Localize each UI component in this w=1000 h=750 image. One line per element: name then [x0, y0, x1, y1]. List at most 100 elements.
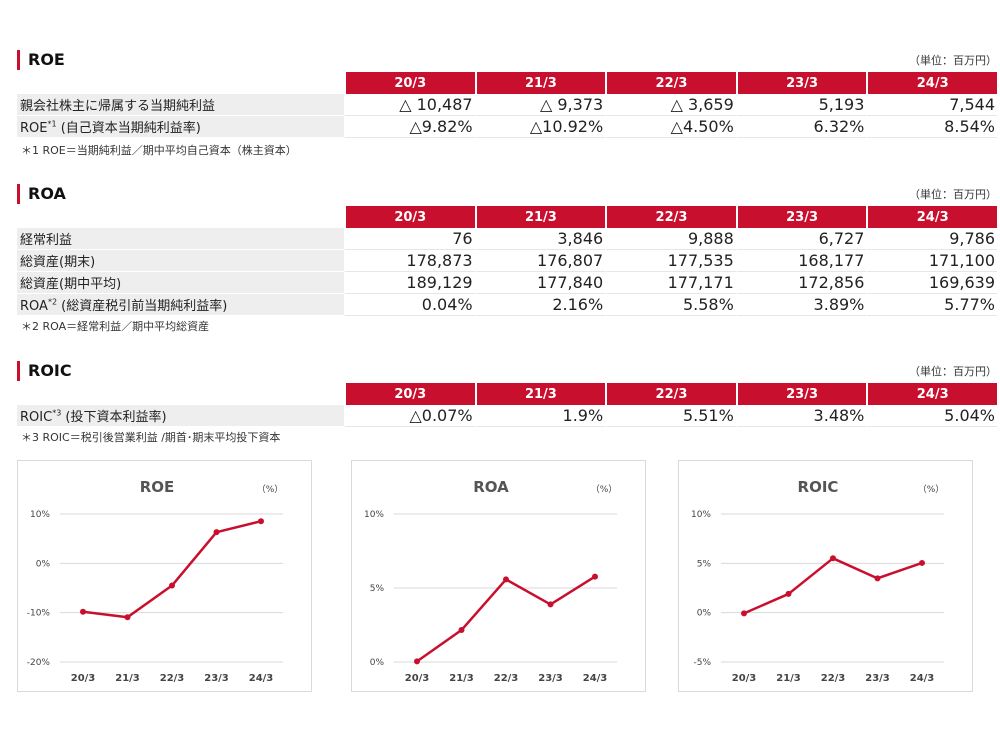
table-cell: 5.51% [605, 405, 736, 427]
row-label-footnote-mark: *3 [52, 408, 62, 418]
table-cell: 9,786 [866, 228, 997, 250]
table-cell: 178,873 [344, 250, 475, 272]
data-point [124, 614, 131, 621]
table-cell: 172,856 [735, 272, 867, 294]
table-row: ROIC*3 (投下資本利益率) △0.07% 1.9% 5.51% 3.48% 5.04… [17, 405, 997, 427]
table-cell: 176,807 [474, 250, 606, 272]
row-label: ROA*2 (総資産税引前当期純利益率) [17, 294, 344, 316]
row-label-text: 総資産(期中平均) [20, 277, 122, 292]
year-header: 22/3 [605, 72, 736, 94]
roic-chart: ROIC （%） 10% 5% 0% -5% 20/3 21/3 22/3 23/3 24/3 [678, 460, 973, 692]
chart-unit-label: （%） [591, 484, 618, 495]
table-cell: 171,100 [866, 250, 997, 272]
year-header: 24/3 [866, 383, 997, 405]
x-tick-label: 21/3 [776, 673, 801, 684]
row-label: 総資産(期末) [17, 250, 344, 272]
chart-title: ROE [140, 478, 175, 496]
roa-section: ROA （単位：百万円） 20/3 21/3 22/3 23/3 24/3 経常利益 76 3… [17, 184, 997, 334]
table-cell: △0.07% [344, 405, 475, 427]
x-tick-label: 24/3 [910, 673, 935, 684]
x-tick-label: 21/3 [115, 673, 140, 684]
y-tick-label: 0% [370, 658, 385, 668]
data-point [169, 582, 175, 589]
row-label-suffix: (投下資本利益率) [61, 410, 167, 425]
table-cell: 0.04% [344, 294, 475, 316]
data-point [741, 610, 747, 617]
x-tick-label: 22/3 [821, 673, 846, 684]
table-cell: △10.92% [474, 116, 606, 138]
y-tick-label: 10% [691, 510, 711, 520]
row-label-text: ROIC [20, 410, 53, 425]
year-header: 20/3 [344, 206, 475, 228]
table-cell: △ 9,373 [474, 94, 606, 116]
header-blank [17, 383, 344, 405]
roa-chart-svg: ROA （%） 10% 5% 0% 20/3 21/3 22/3 23/3 24/3 [364, 478, 618, 684]
row-label-footnote-mark: *2 [47, 297, 58, 307]
roe-footnote: ＊1 ROE＝当期純利益／期中平均自己資本（株主資本） [21, 144, 297, 157]
year-header: 21/3 [474, 206, 606, 228]
series-line [416, 575, 596, 663]
roa-table: 20/3 21/3 22/3 23/3 24/3 経常利益 76 3,846 9,888 6,72… [17, 206, 997, 316]
x-tick-label: 24/3 [249, 673, 274, 684]
year-header: 22/3 [605, 383, 736, 405]
row-label-footnote-mark: *1 [47, 119, 57, 129]
header-row: 20/3 21/3 22/3 23/3 24/3 [17, 206, 997, 228]
y-tick-label: 5% [697, 559, 712, 569]
x-tick-label: 23/3 [538, 673, 563, 684]
year-header: 23/3 [735, 206, 867, 228]
y-tick-label: 5% [370, 584, 385, 594]
table-cell: 169,639 [866, 272, 997, 294]
roe-chart: ROE （%） 10% 0% -10% -20% 20/3 21/3 22/3 23/3 24/3 [17, 460, 312, 692]
roic-footnote: ＊3 ROIC＝税引後営業利益 /期首･期末平均投下資本 [21, 431, 281, 444]
roe-unit-label: （単位：百万円） [909, 54, 997, 67]
row-label: 経常利益 [17, 228, 344, 250]
table-cell: △9.82% [344, 116, 475, 138]
year-header: 24/3 [866, 206, 997, 228]
roa-footnote: ＊2 ROA＝経常利益／期中平均総資産 [21, 320, 210, 333]
header-blank [17, 72, 344, 94]
table-cell: 3,846 [474, 228, 606, 250]
roe-section-title: ROE [17, 50, 65, 70]
chart-unit-label: （%） [257, 484, 284, 495]
table-row: 総資産(期中平均) 189,129 177,840 177,171 172,856 169… [17, 272, 997, 294]
y-tick-label: -5% [693, 658, 711, 668]
table-row: 経常利益 76 3,846 9,888 6,727 9,786 [17, 228, 997, 250]
table-cell: △ 10,487 [344, 94, 475, 116]
table-cell: 9,888 [605, 228, 736, 250]
row-label-text: ROA [20, 299, 48, 314]
table-cell: 3.48% [735, 405, 867, 427]
data-point [258, 518, 264, 525]
data-point [830, 555, 836, 562]
data-point [80, 608, 86, 615]
table-cell: 5,193 [735, 94, 867, 116]
table-cell: 3.89% [735, 294, 867, 316]
year-header: 20/3 [344, 383, 475, 405]
y-tick-label: 10% [364, 510, 384, 520]
table-cell: 2.16% [474, 294, 606, 316]
table-cell: 5.77% [866, 294, 997, 316]
year-header: 23/3 [735, 383, 867, 405]
roa-section-title: ROA [17, 184, 66, 204]
table-cell: 177,171 [605, 272, 736, 294]
table-cell: 6,727 [735, 228, 867, 250]
table-cell: 1.9% [474, 405, 606, 427]
header-blank [17, 206, 344, 228]
row-label-suffix: (総資産税引前当期純利益率) [57, 299, 228, 314]
row-label-text: 経常利益 [20, 233, 73, 248]
row-label-text: 親会社株主に帰属する当期純利益 [20, 99, 216, 114]
data-point [213, 529, 220, 536]
row-label-suffix: (自己資本当期純利益率) [56, 121, 201, 136]
x-tick-label: 23/3 [865, 673, 890, 684]
table-cell: 7,544 [866, 94, 997, 116]
x-tick-label: 21/3 [449, 673, 474, 684]
row-label: ROIC*3 (投下資本利益率) [17, 405, 344, 427]
x-tick-label: 20/3 [732, 673, 757, 684]
row-label: 親会社株主に帰属する当期純利益 [17, 94, 344, 116]
table-cell: 189,129 [344, 272, 475, 294]
year-header: 23/3 [735, 72, 867, 94]
roic-chart-svg: ROIC （%） 10% 5% 0% -5% 20/3 21/3 22/3 23/3 24/3 [691, 478, 944, 684]
data-point [503, 576, 509, 583]
y-tick-label: -20% [27, 658, 51, 668]
data-point [547, 601, 554, 608]
roe-section: ROE （単位：百万円） 20/3 21/3 22/3 23/3 24/3 親会社株主に帰… [17, 50, 997, 160]
